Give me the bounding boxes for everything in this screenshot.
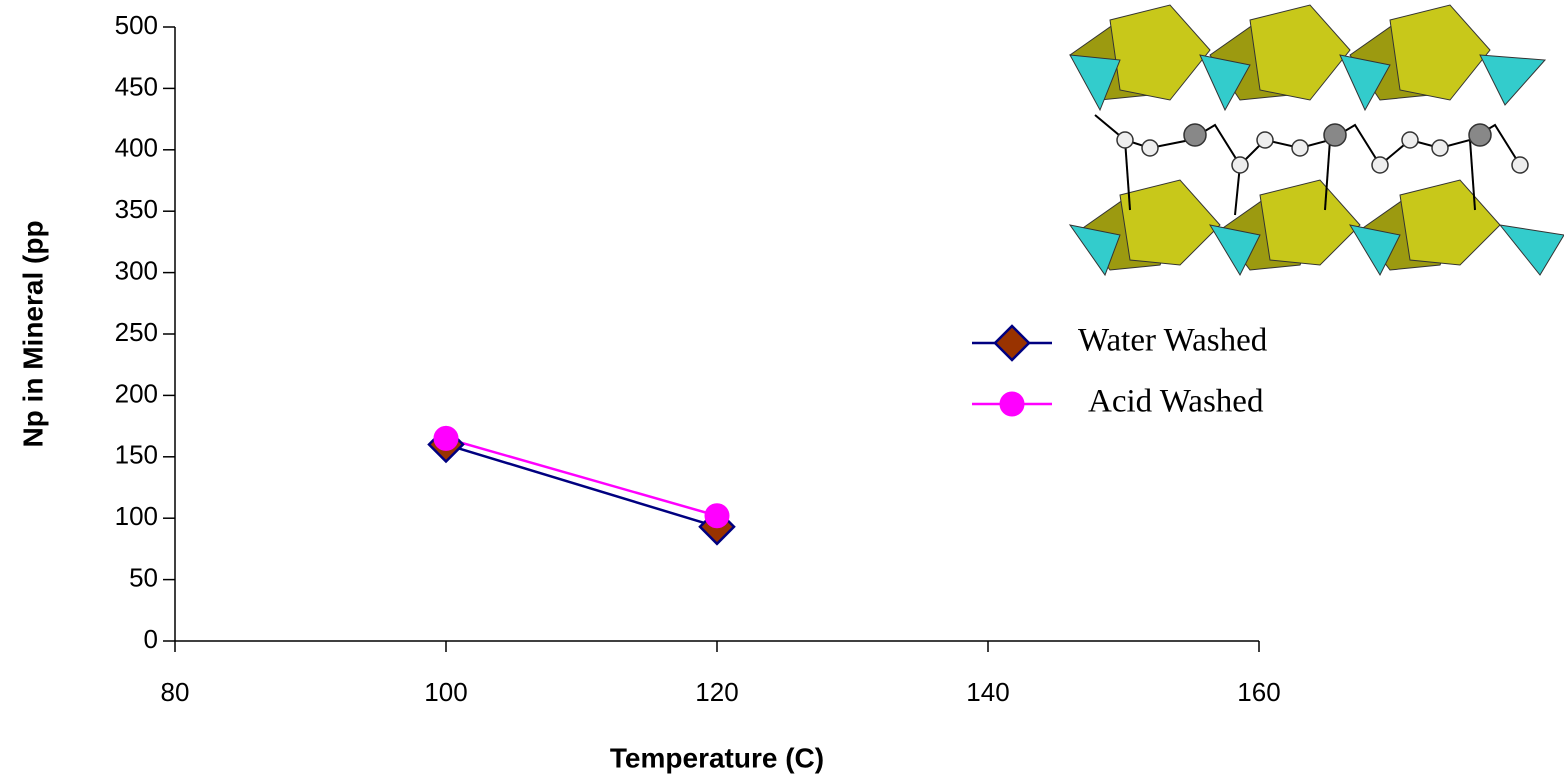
y-tick-label: 350 <box>115 194 158 224</box>
legend-label: Water Washed <box>1078 323 1268 359</box>
chart: Temperature (C) Np in Mineral (pp 0 50 100… <box>0 0 1564 781</box>
legend-marker <box>995 326 1029 360</box>
crystal-structure-illustration <box>1070 5 1564 275</box>
marker <box>434 426 458 450</box>
x-tick-label: 120 <box>695 677 738 707</box>
legend-marker <box>1000 392 1024 416</box>
x-tick-label: 80 <box>161 677 190 707</box>
y-tick-label: 50 <box>129 562 158 592</box>
y-tick-label: 250 <box>115 317 158 347</box>
y-tick-label: 450 <box>115 71 158 101</box>
y-tick-label: 100 <box>115 501 158 531</box>
series-line <box>446 445 717 527</box>
x-tick-label: 160 <box>1237 677 1280 707</box>
x-axis-title: Temperature (C) <box>610 742 824 773</box>
legend-label: Acid Washed <box>1088 384 1264 420</box>
y-tick-label: 200 <box>115 378 158 408</box>
series-line <box>446 438 717 515</box>
y-tick-label: 150 <box>115 440 158 470</box>
x-tick-label: 100 <box>424 677 467 707</box>
y-tick-label: 400 <box>115 133 158 163</box>
y-tick-label: 300 <box>115 255 158 285</box>
y-axis-title: Np in Mineral (pp <box>17 220 48 447</box>
y-tick-label: 500 <box>115 10 158 40</box>
y-tick-label: 0 <box>144 624 158 654</box>
x-tick-label: 140 <box>966 677 1009 707</box>
marker <box>705 504 729 528</box>
